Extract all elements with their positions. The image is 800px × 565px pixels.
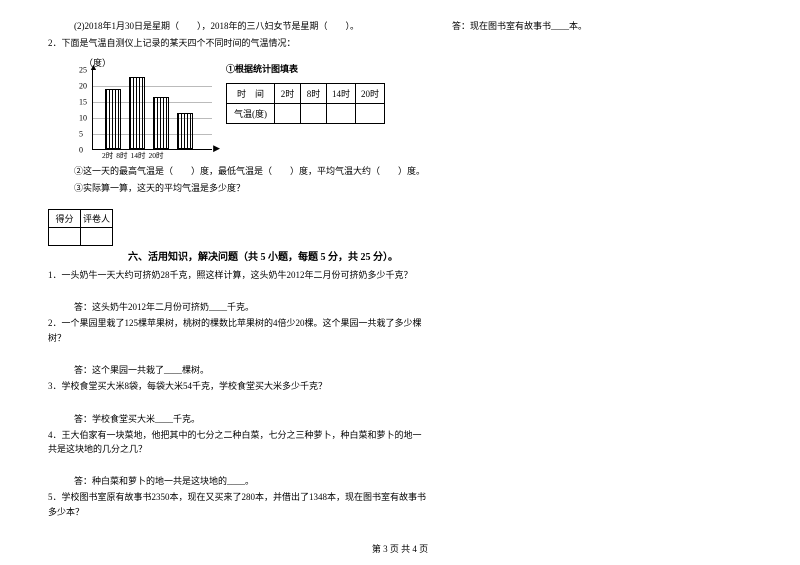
y-tick: 0: [79, 146, 83, 155]
table-cell: [275, 104, 301, 124]
page-footer: 第 3 页 共 4 页: [0, 542, 800, 555]
question: 4．王大伯家有一块菜地，他把其中的七分之二种白菜，七分之三种萝卜，种白菜和萝卜的…: [48, 428, 428, 457]
question: 5．学校图书室原有故事书2350本，现在又买来了280本，并借出了1348本，现…: [48, 490, 428, 519]
answer-line: 答：这个果园一共栽了____棵树。: [74, 363, 428, 376]
bar: [129, 77, 145, 149]
table-cell: [327, 104, 356, 124]
table-header: 20时: [356, 84, 385, 104]
table-cell: [301, 104, 327, 124]
chart-canvas: ▲ ▶ 2520151050: [92, 70, 212, 150]
table-row-label: 气温(度): [227, 104, 275, 124]
x-axis-labels: 2时8时 14时20时: [92, 150, 208, 161]
axis-arrow-right-icon: ▶: [213, 143, 220, 154]
axis-arrow-up-icon: ▲: [89, 62, 98, 72]
question: 3．学校食堂买大米8袋，每袋大米54千克，学校食堂买大米多少千克？: [48, 379, 428, 393]
q2-sub3: ③实际算一算，这天的平均气温是多少度？: [48, 182, 428, 196]
table-header: 14时: [327, 84, 356, 104]
score-header: 评卷人: [81, 210, 113, 228]
x-label: 20时: [149, 150, 164, 161]
q2-sub2: ②这一天的最高气温是（ ）度，最低气温是（ ）度，平均气温大约（ ）度。: [48, 165, 428, 179]
question: 2．一个果园里栽了125棵苹果树，桃树的棵数比苹果树的4倍少20棵。这个果园一共…: [48, 316, 428, 345]
bar: [105, 89, 121, 149]
y-tick: 20: [79, 82, 87, 91]
chart-table-title: ①根据统计图填表: [226, 62, 385, 75]
bar: [153, 97, 169, 149]
x-label: 14时: [131, 150, 146, 161]
x-label: 8时: [116, 150, 127, 161]
right-answer: 答：现在图书室有故事书____本。: [452, 20, 732, 34]
y-tick: 15: [79, 98, 87, 107]
left-column: (2)2018年1月30日是星期（ ），2018年的三八妇女节是星期（ ）。 2…: [48, 20, 428, 521]
table-cell: [356, 104, 385, 124]
right-column: 答：现在图书室有故事书____本。: [452, 20, 732, 521]
answer-line: 答：这头奶牛2012年二月份可挤奶____千克。: [74, 300, 428, 313]
q2-stem: 2．下面是气温自测仪上记录的某天四个不同时间的气温情况：: [48, 37, 428, 51]
bar: [177, 113, 193, 149]
score-cell: [81, 228, 113, 246]
answer-line: 答：种白菜和萝卜的地一共是这块地的____。: [74, 474, 428, 487]
chart-area: （度） ▲ ▶ 2520151050 2时8时14时20时 ①根据统计图填表 时…: [78, 56, 428, 161]
y-tick: 10: [79, 114, 87, 123]
bar-chart: （度） ▲ ▶ 2520151050 2时8时14时20时: [78, 56, 208, 161]
temperature-table: 时 间 2时 8时 14时 20时 气温(度): [226, 83, 385, 124]
y-tick: 25: [79, 66, 87, 75]
score-cell: [49, 228, 81, 246]
chart-unit: （度）: [84, 56, 208, 69]
table-header: 2时: [275, 84, 301, 104]
score-header: 得分: [49, 210, 81, 228]
table-header: 8时: [301, 84, 327, 104]
section-title: 六、活用知识，解决问题（共 5 小题，每题 5 分，共 25 分）。: [128, 248, 428, 263]
answer-line: 答：学校食堂买大米____千克。: [74, 412, 428, 425]
y-tick: 5: [79, 130, 83, 139]
x-label: 2时: [102, 150, 113, 161]
score-table: 得分 评卷人: [48, 209, 113, 246]
gridline: [93, 86, 212, 87]
chart-table-area: ①根据统计图填表 时 间 2时 8时 14时 20时 气温(度): [226, 62, 385, 124]
table-header: 时 间: [227, 84, 275, 104]
q1b: (2)2018年1月30日是星期（ ），2018年的三八妇女节是星期（ ）。: [48, 20, 428, 34]
question: 1．一头奶牛一天大约可挤奶28千克，照这样计算，这头奶牛2012年二月份可挤奶多…: [48, 268, 428, 282]
